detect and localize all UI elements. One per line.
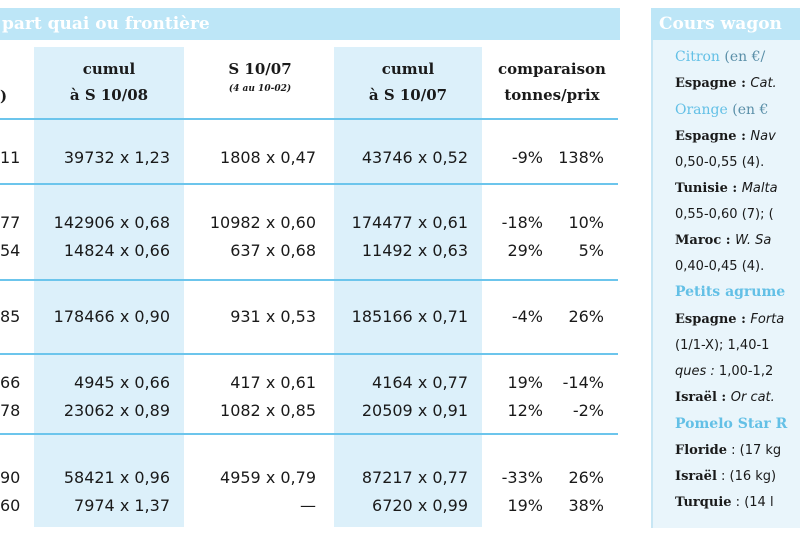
orange-line: Maroc : W. Sa	[675, 233, 772, 248]
table-rule	[0, 433, 618, 435]
table-rule	[0, 183, 618, 185]
petits-agrumes-line: (1/1-X); 1,40-1	[675, 338, 770, 353]
cell-partial: 85	[0, 307, 21, 326]
cell-cumul-2007: 6720 x 0,99	[372, 496, 468, 515]
table-rule	[0, 118, 618, 120]
cell-partial: 54	[0, 241, 21, 260]
sidebar-title: Cours wagon	[659, 14, 782, 34]
pomelo-line: Israël : (16 kg)	[675, 469, 777, 484]
cell-tonnes-change: 19%	[507, 496, 543, 515]
pomelo-line: Floride : (17 kg	[675, 443, 782, 458]
cell-price-change: 138%	[558, 148, 604, 167]
cell-partial: 90	[0, 468, 21, 487]
cell-week-2007: 637 x 0,68	[230, 241, 316, 260]
cell-partial: 66	[0, 373, 21, 392]
cell-cumul-2008: 58421 x 0,96	[63, 468, 170, 487]
sidebar-title-banner: Cours wagon	[651, 8, 800, 40]
cumul-2007-column-highlight	[334, 47, 482, 527]
cell-cumul-2007: 185166 x 0,71	[351, 307, 468, 326]
cell-tonnes-change: -18%	[501, 213, 543, 232]
cell-cumul-2008: 39732 x 1,23	[63, 148, 170, 167]
cell-tonnes-change: 12%	[507, 401, 543, 420]
cell-cumul-2007: 87217 x 0,77	[361, 468, 468, 487]
cell-price-change: 10%	[568, 213, 604, 232]
citron-heading: Citron (en €/	[675, 49, 766, 65]
cell-partial: 77	[0, 213, 21, 232]
section-title: part quai ou frontière	[2, 14, 210, 34]
cell-week-2007: 931 x 0,53	[230, 307, 316, 326]
section-title-banner: part quai ou frontière	[0, 8, 620, 40]
cell-cumul-2008: 7974 x 1,37	[74, 496, 170, 515]
cell-price-change: 26%	[568, 307, 604, 326]
cell-cumul-2008: 23062 x 0,89	[63, 401, 170, 420]
cell-price-change: 38%	[568, 496, 604, 515]
cell-tonnes-change: -4%	[511, 307, 543, 326]
cell-tonnes-change: 29%	[507, 241, 543, 260]
orange-heading: Orange (en €	[675, 102, 769, 118]
cell-cumul-2007: 4164 x 0,77	[372, 373, 468, 392]
cell-price-change: 26%	[568, 468, 604, 487]
cell-cumul-2007: 43746 x 0,52	[361, 148, 468, 167]
cell-partial: 60	[0, 496, 21, 515]
orange-line: Tunisie : Malta	[675, 181, 778, 196]
cell-week-2007: 417 x 0,61	[230, 373, 316, 392]
orange-line: 0,50-0,55 (4).	[675, 155, 765, 170]
cell-week-2007: 1808 x 0,47	[220, 148, 316, 167]
cell-cumul-2008: 14824 x 0,66	[63, 241, 170, 260]
cell-cumul-2007: 11492 x 0,63	[361, 241, 468, 260]
header-cumul-2007: cumul à S 10/07	[368, 60, 448, 104]
cumul-2008-column-highlight	[34, 47, 184, 527]
header-week-10-2007: S 10/07 (4 au 10-02)	[228, 60, 292, 94]
table-rule	[0, 353, 618, 355]
header-partial: )	[0, 87, 8, 105]
cell-price-change: -14%	[562, 373, 604, 392]
orange-line: Espagne : Nav	[675, 129, 776, 144]
cell-partial: 78	[0, 401, 21, 420]
cell-partial: 11	[0, 148, 21, 167]
cell-week-2007: 1082 x 0,85	[220, 401, 316, 420]
cell-tonnes-change: 19%	[507, 373, 543, 392]
pomelo-line: Turquie : (14 l	[675, 495, 774, 510]
orange-line: 0,40-0,45 (4).	[675, 259, 765, 274]
cell-cumul-2008: 178466 x 0,90	[53, 307, 170, 326]
orange-line: 0,55-0,60 (7); (	[675, 207, 774, 222]
cell-tonnes-change: -9%	[511, 148, 543, 167]
cell-cumul-2008: 4945 x 0,66	[74, 373, 170, 392]
header-comparison: comparaison tonnes/prix	[498, 60, 606, 104]
cours-wagon-sidebar: Citron (en €/ Espagne : Cat. Orange (en …	[651, 40, 800, 528]
cell-week-2007: 10982 x 0,60	[209, 213, 316, 232]
header-cumul-2008: cumul à S 10/08	[69, 60, 149, 104]
cell-tonnes-change: -33%	[501, 468, 543, 487]
cell-cumul-2007: 20509 x 0,91	[361, 401, 468, 420]
cell-cumul-2007: 174477 x 0,61	[351, 213, 468, 232]
citron-line: Espagne : Cat.	[675, 76, 777, 91]
cell-price-change: -2%	[572, 401, 604, 420]
cell-week-2007: —	[300, 496, 316, 515]
cell-cumul-2008: 142906 x 0,68	[53, 213, 170, 232]
petits-agrumes-line: Israël : Or cat.	[675, 390, 775, 405]
cell-price-change: 5%	[578, 241, 604, 260]
table-rule	[0, 279, 618, 281]
petits-agrumes-line: Espagne : Forta	[675, 312, 785, 327]
petits-agrumes-line: ques : 1,00-1,2	[675, 364, 774, 379]
cell-week-2007: 4959 x 0,79	[220, 468, 316, 487]
petits-agrumes-heading: Petits agrume	[675, 284, 786, 300]
pomelo-heading: Pomelo Star R	[675, 416, 788, 432]
